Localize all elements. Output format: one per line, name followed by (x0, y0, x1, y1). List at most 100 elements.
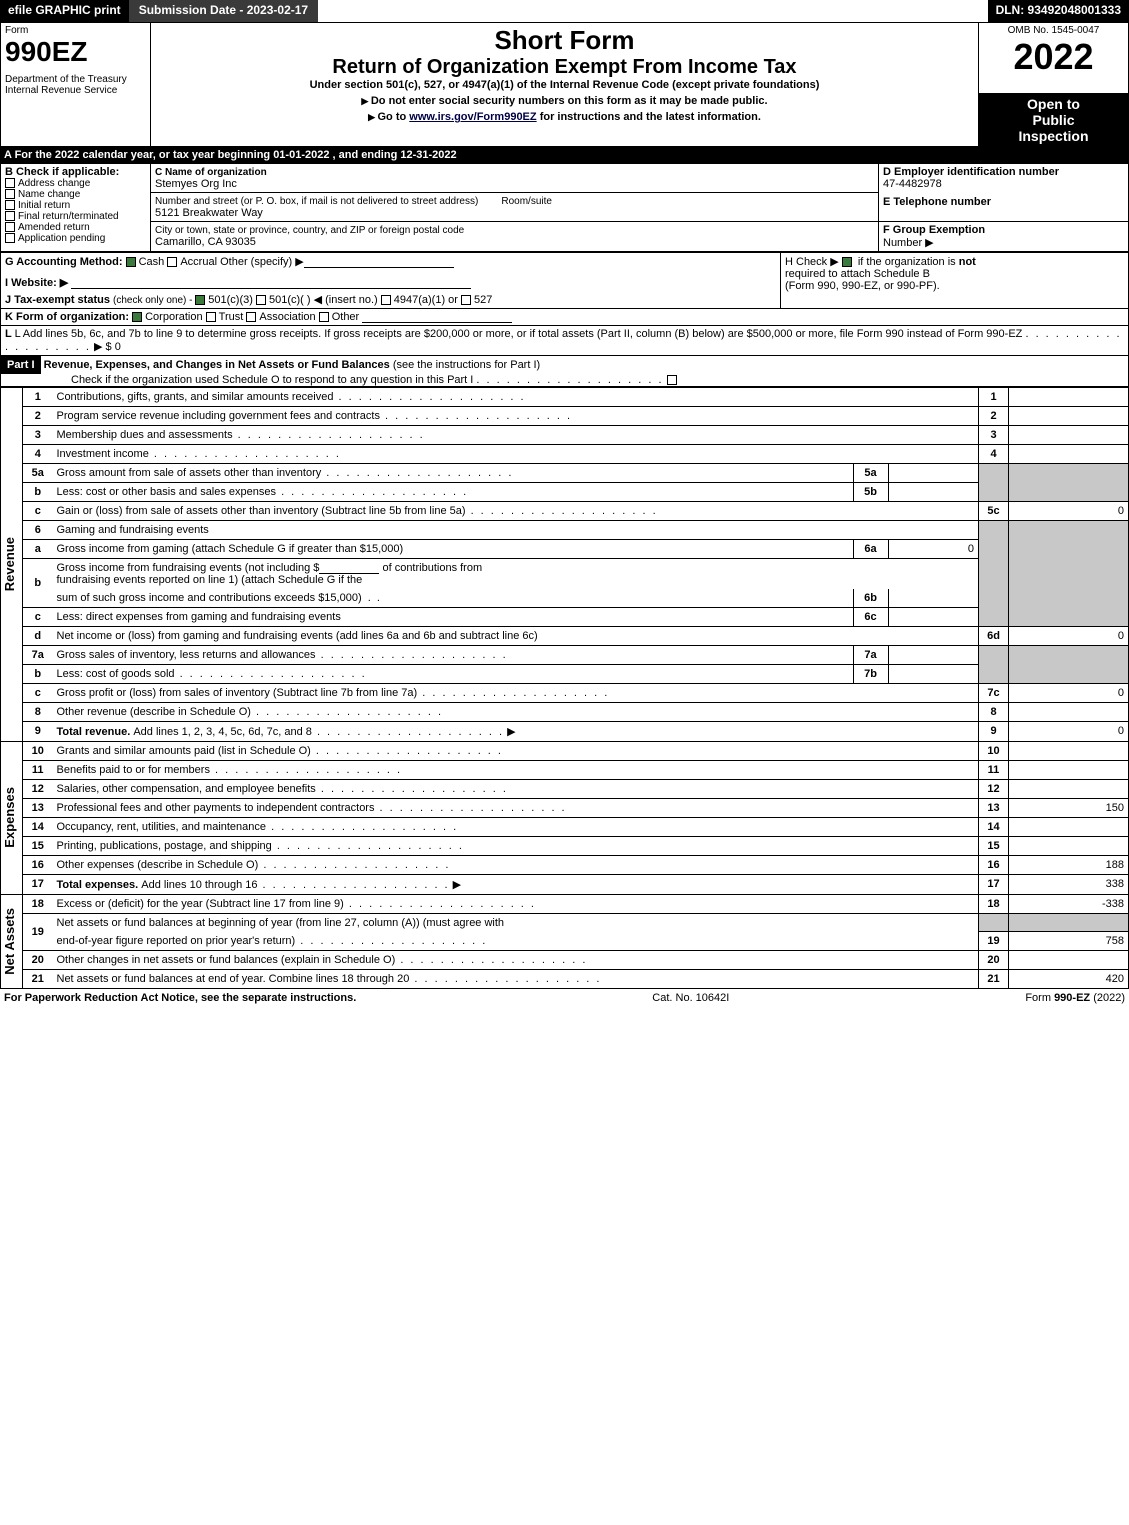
501c-label: 501(c)( ) ◀ (insert no.) (269, 294, 378, 306)
other-label: Other (specify) ▶ (220, 256, 304, 268)
cash-checkbox[interactable] (126, 257, 136, 267)
ein: 47-4482978 (883, 178, 1124, 190)
submission-date: Submission Date - 2023-02-17 (129, 0, 318, 22)
line-13: Professional fees and other payments to … (57, 802, 375, 814)
line-10: Grants and similar amounts paid (list in… (57, 745, 311, 757)
accrual-checkbox[interactable] (167, 257, 177, 267)
b-checkbox-5[interactable] (5, 233, 15, 243)
d-label: D Employer identification number (883, 166, 1124, 178)
j-sub: (check only one) - (113, 295, 195, 306)
line-21: Net assets or fund balances at end of ye… (57, 973, 410, 985)
org-name: Stemyes Org Inc (155, 178, 237, 190)
line-16: Other expenses (describe in Schedule O) (57, 859, 259, 871)
netassets-vlabel: Net Assets (1, 904, 18, 979)
h-post3: (Form 990, 990-EZ, or 990-PF). (785, 280, 940, 292)
assoc-label: Association (259, 311, 315, 323)
line-6a: Gross income from gaming (attach Schedul… (57, 543, 404, 555)
b-checkbox-3[interactable] (5, 211, 15, 221)
line-5a: Gross amount from sale of assets other t… (57, 467, 322, 479)
amt-16: 188 (1009, 855, 1129, 874)
l-text: L Add lines 5b, 6c, and 7b to line 9 to … (15, 328, 1023, 340)
trust-checkbox[interactable] (206, 312, 216, 322)
501c3-checkbox[interactable] (195, 295, 205, 305)
assoc-checkbox[interactable] (246, 312, 256, 322)
501c3-label: 501(c)(3) (208, 294, 253, 306)
efile-print-button[interactable]: efile GRAPHIC print (0, 0, 129, 22)
amt-5c: 0 (1009, 501, 1129, 520)
amt-7c: 0 (1009, 683, 1129, 702)
part1-see: (see the instructions for Part I) (393, 359, 540, 371)
website-field[interactable] (71, 277, 471, 289)
goto-pre: Go to (368, 111, 409, 123)
open-1: Open to (983, 96, 1124, 112)
expenses-vlabel: Expenses (1, 783, 18, 852)
instructions-link[interactable]: www.irs.gov/Form990EZ (409, 111, 536, 123)
line-6b-2: fundraising events reported on line 1) (… (57, 574, 363, 586)
b-checkbox-2[interactable] (5, 200, 15, 210)
4947-label: 4947(a)(1) or (394, 294, 458, 306)
line-6b-pre: Gross income from fundraising events (no… (57, 562, 320, 574)
line-6: Gaming and fundraising events (53, 520, 979, 539)
amt-17: 338 (1009, 874, 1129, 894)
line-5b: Less: cost or other basis and sales expe… (57, 486, 277, 498)
b-checkbox-4[interactable] (5, 222, 15, 232)
footer-left: For Paperwork Reduction Act Notice, see … (4, 992, 356, 1004)
part1-check: Check if the organization used Schedule … (71, 374, 473, 386)
h-checkbox[interactable] (842, 257, 852, 267)
cash-label: Cash (139, 256, 165, 268)
line-11: Benefits paid to or for members (57, 764, 210, 776)
ssn-warning: Do not enter social security numbers on … (155, 95, 974, 107)
short-form-title: Short Form (155, 25, 974, 56)
line-5c: Gain or (loss) from sale of assets other… (57, 505, 466, 517)
c-label: C Name of organization (155, 167, 267, 178)
open-2: Public (983, 112, 1124, 128)
trust-label: Trust (219, 311, 244, 323)
527-checkbox[interactable] (461, 295, 471, 305)
amt-9: 0 (1009, 721, 1129, 741)
line-6b-3: sum of such gross income and contributio… (57, 592, 362, 604)
footer-right-b: 990-EZ (1054, 992, 1090, 1004)
h-not: not (959, 256, 976, 268)
f-label2: Number ▶ (883, 237, 934, 249)
cat-no: Cat. No. 10642I (652, 992, 729, 1004)
amt-6d: 0 (1009, 626, 1129, 645)
corp-checkbox[interactable] (132, 312, 142, 322)
line-9: Add lines 1, 2, 3, 4, 5c, 6d, 7c, and 8 (133, 726, 312, 738)
line-3: Membership dues and assessments (57, 429, 233, 441)
part1-table: Revenue 1Contributions, gifts, grants, a… (0, 387, 1129, 990)
other-checkbox[interactable] (319, 312, 329, 322)
line-8: Other revenue (describe in Schedule O) (57, 706, 251, 718)
goto-post: for instructions and the latest informat… (540, 111, 761, 123)
street: 5121 Breakwater Way (155, 207, 263, 219)
amt-21: 420 (1009, 970, 1129, 989)
footer-right-post: (2022) (1090, 992, 1125, 1004)
b-checkbox-0[interactable] (5, 178, 15, 188)
501c-checkbox[interactable] (256, 295, 266, 305)
open-3: Inspection (983, 128, 1124, 144)
revenue-vlabel: Revenue (1, 533, 18, 595)
h-post1: if the organization is (858, 256, 959, 268)
line-2: Program service revenue including govern… (57, 410, 380, 422)
line-14: Occupancy, rent, utilities, and maintena… (57, 821, 267, 833)
i-label: I Website: ▶ (5, 277, 68, 289)
footer: For Paperwork Reduction Act Notice, see … (0, 989, 1129, 1007)
line-6c: Less: direct expenses from gaming and fu… (57, 611, 341, 623)
part1-label: Part I (1, 356, 41, 374)
line-17: Add lines 10 through 16 (141, 879, 257, 891)
amt-6a: 0 (888, 540, 978, 558)
scho-checkbox[interactable] (667, 375, 677, 385)
line-20: Other changes in net assets or fund bala… (57, 954, 396, 966)
l-arrow: ▶ $ 0 (94, 341, 121, 353)
line-15: Printing, publications, postage, and shi… (57, 840, 272, 852)
h-pre: H Check ▶ (785, 256, 842, 268)
b-checkbox-1[interactable] (5, 189, 15, 199)
line-19a: Net assets or fund balances at beginning… (53, 913, 979, 932)
city-label: City or town, state or province, country… (155, 225, 464, 236)
b-title: B Check if applicable: (5, 166, 146, 178)
line-19b: end-of-year figure reported on prior yea… (57, 935, 296, 947)
bcdef-block: B Check if applicable: Address changeNam… (0, 163, 1129, 252)
line-7b: Less: cost of goods sold (57, 668, 175, 680)
kother-label: Other (332, 311, 360, 323)
section-a: A For the 2022 calendar year, or tax yea… (0, 147, 1129, 163)
4947-checkbox[interactable] (381, 295, 391, 305)
